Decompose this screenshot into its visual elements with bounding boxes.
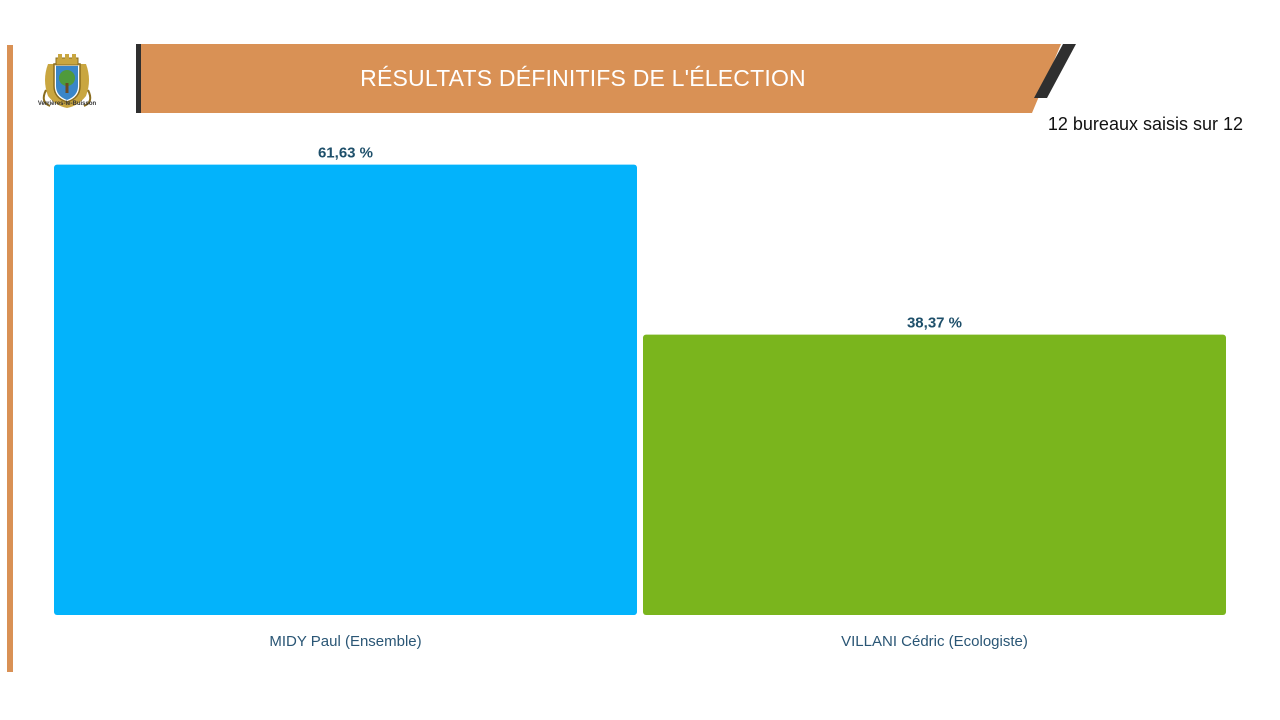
value-label-2: 38,37 % (907, 315, 962, 332)
title-banner (136, 44, 1076, 113)
page-title: RÉSULTATS DÉFINITIFS DE L'ÉLECTION (360, 65, 806, 91)
bar-1 (54, 164, 637, 615)
bureaux-count: 12 bureaux saisis sur 12 (1047, 114, 1243, 134)
town-crest-logo (42, 54, 92, 108)
category-label-2: VILLANI Cédric (Ecologiste) (841, 633, 1028, 650)
bar-2 (643, 334, 1226, 615)
value-label-1: 61,63 % (318, 145, 373, 162)
logo-caption: Verrières-le-Buisson (37, 101, 97, 107)
left-accent-rule (7, 45, 13, 672)
category-label-1: MIDY Paul (Ensemble) (269, 633, 421, 650)
